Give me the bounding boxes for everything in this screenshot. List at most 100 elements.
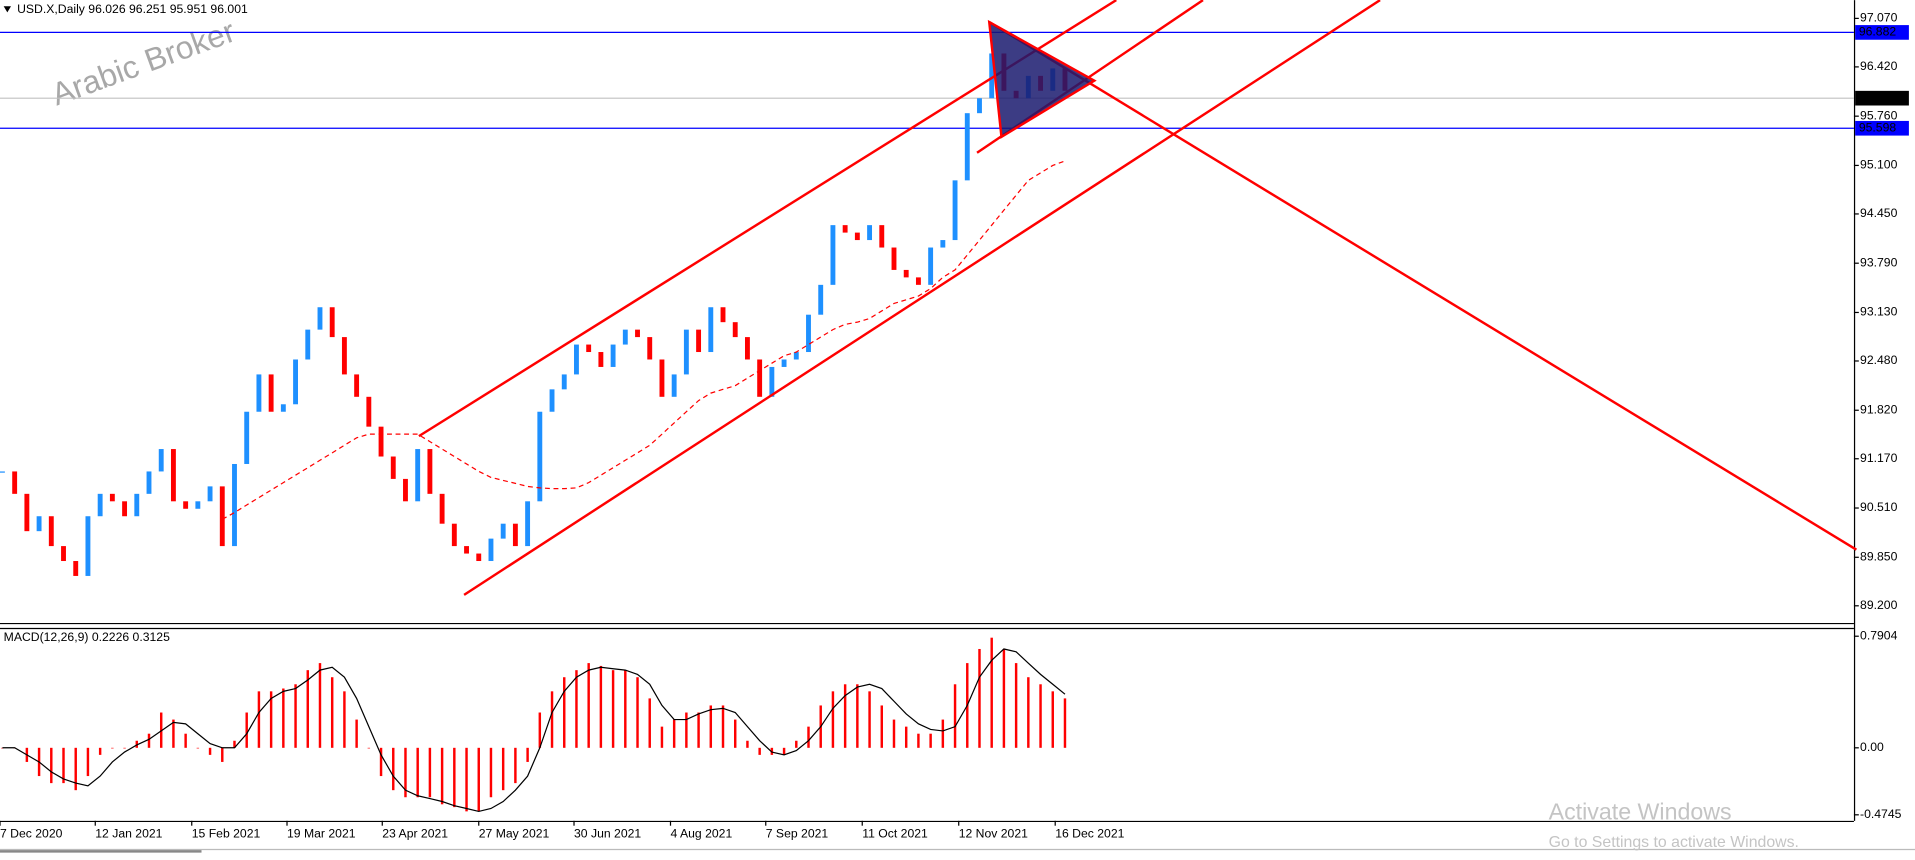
macd-bar [159, 712, 163, 748]
y-tick-label: 97.070 [1860, 11, 1898, 25]
macd-bar [953, 684, 957, 748]
y-tick-label: 91.170 [1860, 451, 1898, 465]
macd-bar [416, 747, 419, 798]
candle [464, 546, 469, 554]
x-tick-label: 15 Feb 2021 [192, 826, 261, 840]
level-label: 96.001 [1859, 90, 1897, 104]
y-tick-label: 89.200 [1860, 598, 1898, 612]
candle [806, 314, 811, 353]
macd-bar [86, 747, 90, 777]
candle [549, 389, 555, 412]
y-tick-label: 93.130 [1860, 305, 1898, 319]
macd-bar [917, 733, 920, 748]
macd-bar [660, 726, 664, 748]
macd-bar [978, 648, 981, 748]
candle [390, 456, 396, 479]
macd-bar [50, 747, 53, 784]
candle [720, 307, 726, 323]
candle [48, 516, 54, 547]
y-tick-label: 89.850 [1860, 550, 1898, 564]
candle [73, 561, 79, 576]
candle [329, 307, 335, 338]
y-tick-label: 96.420 [1860, 59, 1898, 73]
macd-bar [440, 747, 444, 805]
candle [219, 486, 225, 547]
macd-bar [831, 691, 835, 748]
macd-bar [367, 747, 371, 749]
x-tick-label: 11 Oct 2021 [862, 826, 928, 840]
x-tick-label: 23 Apr 2021 [382, 826, 448, 840]
candle [61, 546, 66, 562]
candle [488, 538, 494, 562]
candle [818, 284, 824, 315]
macd-bar [526, 747, 529, 762]
macd-bar [1002, 648, 1006, 748]
macd-bar [62, 747, 65, 784]
candle [0, 471, 5, 473]
triangle-pattern [987, 19, 1097, 139]
macd-bar [1014, 663, 1018, 748]
macd-bar [599, 665, 603, 748]
candle [891, 247, 897, 270]
candle [85, 516, 91, 576]
macd-bar [1063, 698, 1067, 748]
activation-title: Activate Windows [1549, 799, 1732, 825]
macd-bar [758, 747, 761, 755]
macd-bar [196, 747, 200, 749]
macd-bar [734, 719, 737, 748]
candle [232, 463, 237, 547]
candle [109, 493, 115, 502]
candle [12, 471, 18, 494]
menu-arrow[interactable] [3, 6, 11, 13]
macd-bar [379, 747, 383, 777]
macd-bar [550, 691, 554, 748]
candle [928, 247, 934, 285]
candle [341, 337, 347, 375]
macd-bar [697, 712, 700, 748]
x-tick-label: 27 May 2021 [479, 826, 550, 840]
macd-bar [1051, 691, 1054, 748]
macd-bar [868, 691, 871, 748]
macd-bar [587, 663, 590, 748]
macd-bar [648, 698, 651, 748]
candle [879, 225, 885, 248]
candle [183, 501, 189, 509]
candle [403, 478, 408, 502]
candle [36, 516, 42, 532]
candle [207, 486, 213, 502]
level-label: 95.598 [1859, 120, 1897, 134]
candle [659, 359, 665, 397]
macd-bar [343, 691, 346, 748]
macd-bar [147, 733, 151, 748]
candle [769, 366, 775, 397]
candle [134, 493, 140, 517]
macd-bar [392, 747, 395, 791]
candle [671, 374, 677, 397]
macd-bar [538, 712, 542, 748]
candle [964, 113, 970, 181]
macd-bar [624, 670, 627, 748]
candle [635, 329, 640, 338]
candle [256, 374, 262, 412]
candle [500, 523, 506, 539]
macd-bar [563, 677, 566, 748]
candle [415, 449, 421, 502]
macd-bar [233, 740, 236, 748]
candle [830, 225, 836, 285]
level-label-box [1855, 90, 1909, 106]
macd-bar [465, 747, 468, 812]
candle [97, 493, 103, 517]
candle [781, 359, 787, 367]
macd-bar [1027, 677, 1030, 748]
x-tick-label: 19 Mar 2021 [287, 826, 356, 840]
macd-bar [428, 747, 432, 798]
candle [708, 307, 714, 353]
candle [366, 396, 372, 427]
candle [244, 411, 250, 464]
macd-bar [245, 712, 248, 748]
candle [354, 374, 360, 397]
macd-bar [1039, 684, 1042, 748]
macd-bar [904, 726, 908, 748]
x-tick-label: 7 Sep 2021 [766, 826, 829, 840]
